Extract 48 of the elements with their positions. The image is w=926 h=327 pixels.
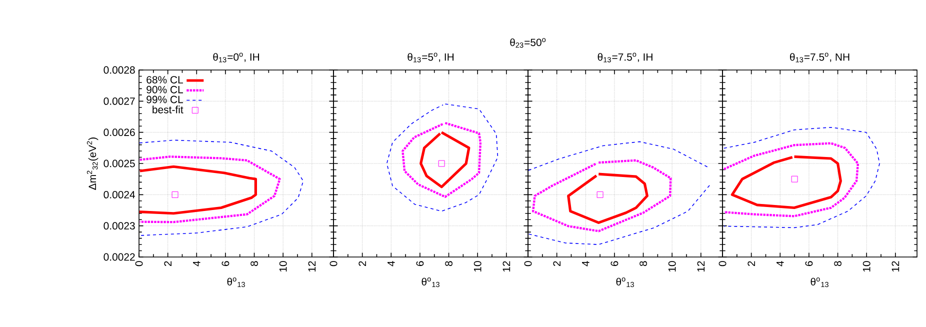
legend-label: 99% CL — [146, 96, 183, 104]
chart-title: θ$_{13}$=7.5$^{o}$, NH — [790, 52, 850, 62]
x-tick-label: 6 — [222, 261, 230, 266]
legend-label: 68% CL — [146, 76, 183, 84]
x-tick-label: 12 — [308, 261, 316, 272]
x-tick-label: 0 — [524, 261, 532, 266]
x-tick-label: 12 — [502, 261, 510, 272]
x-tick-label: 0 — [135, 261, 143, 266]
chart-title: θ$_{13}$=5$^{o}$, IH — [408, 52, 454, 62]
x-tick-label: 0 — [718, 261, 726, 266]
y-tick-label: 0.0025 — [104, 160, 135, 168]
x-tick-label: 6 — [610, 261, 618, 266]
x-tick-label: 6 — [805, 261, 813, 266]
y-tick-label: 0.0022 — [104, 253, 135, 261]
x-tick-label: 2 — [748, 261, 755, 266]
x-tick-label: 10 — [279, 261, 287, 272]
chart-title: θ$_{13}$=7.5$^{o}$, IH — [598, 52, 652, 62]
x-tick-label: 12 — [892, 261, 900, 272]
x-tick-label: 2 — [358, 261, 366, 266]
y-tick-label: 0.0026 — [104, 128, 135, 136]
x-tick-label: 8 — [640, 261, 647, 266]
chart-title: θ$_{13}$=0$^{o}$, IH — [213, 52, 260, 62]
x-tick-label: 4 — [582, 261, 590, 266]
legend-label: 90% CL — [146, 86, 183, 94]
x-tick-label: 10 — [862, 261, 870, 272]
y-tick-label: 0.0023 — [104, 222, 135, 230]
x-tick-label: 4 — [776, 261, 784, 266]
line-series — [139, 156, 281, 224]
y-tick-label: 0.0028 — [104, 66, 135, 74]
text: θ$_{23}$=50$^{o}$ — [510, 38, 546, 48]
y-tick-label: 0.0027 — [104, 97, 135, 105]
x-tick-label: 2 — [164, 261, 172, 266]
y-tick-label: 0.0024 — [104, 190, 135, 198]
x-tick-label: 4 — [388, 261, 395, 266]
line-series — [139, 165, 258, 215]
x-tick-label: 8 — [445, 261, 452, 266]
x-tick-label: 12 — [697, 261, 705, 272]
x-tick-label: 10 — [668, 261, 676, 272]
x-tick-label: 4 — [193, 261, 200, 266]
y-axis-title: Δm$^{2}$$_{32}$(eV$^{2}$) — [86, 138, 98, 190]
x-tick-label: 2 — [553, 261, 560, 266]
line-series — [139, 140, 304, 236]
x-tick-label: 0 — [330, 261, 338, 266]
x-tick-label: 8 — [250, 261, 258, 266]
x-tick-label: 6 — [416, 261, 424, 266]
x-tick-label: 10 — [474, 261, 482, 272]
legend-label: best-fit — [152, 106, 184, 114]
x-tick-label: 8 — [834, 261, 842, 266]
